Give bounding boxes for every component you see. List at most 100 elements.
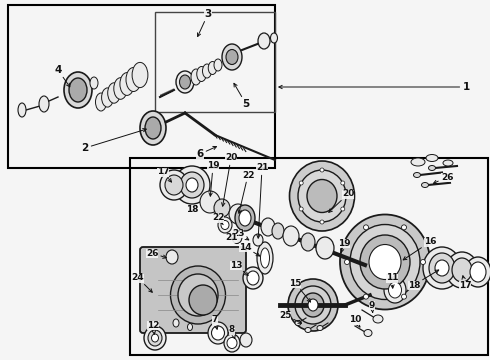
Ellipse shape [401,294,407,299]
Ellipse shape [465,257,490,287]
Ellipse shape [470,262,486,282]
Ellipse shape [202,64,212,78]
Ellipse shape [179,75,191,89]
Ellipse shape [295,320,301,325]
Ellipse shape [341,181,345,185]
Ellipse shape [197,67,206,81]
Ellipse shape [290,161,354,231]
Ellipse shape [39,96,49,112]
Ellipse shape [208,322,228,344]
Bar [155,12,275,112]
Ellipse shape [298,170,346,222]
Text: 14: 14 [239,243,260,256]
FancyBboxPatch shape [140,247,246,333]
Ellipse shape [200,191,220,213]
Ellipse shape [108,83,121,103]
Ellipse shape [261,248,270,268]
Ellipse shape [173,319,179,327]
Ellipse shape [308,299,318,311]
Ellipse shape [373,315,383,323]
Text: 19: 19 [338,238,350,252]
Text: 23: 23 [232,229,249,240]
Ellipse shape [305,328,311,333]
Ellipse shape [191,69,201,85]
Ellipse shape [222,44,242,70]
Ellipse shape [247,271,259,285]
Ellipse shape [295,286,331,324]
Ellipse shape [350,225,420,300]
Ellipse shape [69,78,87,102]
Ellipse shape [320,168,324,172]
Ellipse shape [428,166,436,171]
Ellipse shape [144,326,166,350]
Ellipse shape [224,334,240,352]
Ellipse shape [414,172,420,177]
Ellipse shape [243,267,263,289]
Ellipse shape [443,160,453,166]
Ellipse shape [258,33,270,49]
Ellipse shape [240,333,252,347]
Text: 3: 3 [197,9,212,36]
Text: 6: 6 [196,147,217,159]
Text: 2: 2 [81,129,147,153]
Text: 26: 26 [146,248,166,258]
Text: 19: 19 [207,162,220,196]
Ellipse shape [101,88,113,107]
Ellipse shape [178,274,218,316]
Text: 18: 18 [186,206,198,215]
Ellipse shape [174,166,210,204]
Text: 20: 20 [221,153,237,206]
Ellipse shape [452,258,472,282]
Ellipse shape [316,237,334,259]
Ellipse shape [401,225,407,230]
Ellipse shape [64,72,92,108]
Ellipse shape [180,172,204,198]
Ellipse shape [132,62,148,87]
Ellipse shape [317,325,323,330]
Text: 7: 7 [212,315,218,329]
Text: 21: 21 [256,163,268,238]
Ellipse shape [389,282,401,298]
Ellipse shape [340,215,430,310]
Ellipse shape [384,277,406,303]
Ellipse shape [171,266,225,324]
Bar [8,5,275,168]
Ellipse shape [229,204,247,224]
Text: 26: 26 [434,172,453,184]
Text: 10: 10 [349,315,361,327]
Ellipse shape [435,260,449,276]
Text: 20: 20 [329,189,354,212]
Ellipse shape [226,49,238,64]
Ellipse shape [320,220,324,224]
Text: 1: 1 [279,82,469,92]
Ellipse shape [257,242,273,274]
Ellipse shape [411,158,425,166]
Ellipse shape [288,279,338,331]
Text: 24: 24 [132,274,152,292]
Text: 15: 15 [289,279,311,302]
Ellipse shape [299,181,303,185]
Text: 9: 9 [369,301,375,312]
Ellipse shape [18,103,26,117]
Ellipse shape [364,329,372,337]
Ellipse shape [160,170,188,200]
Ellipse shape [214,59,222,71]
Text: 13: 13 [230,261,248,275]
Ellipse shape [239,210,251,226]
Ellipse shape [283,226,299,246]
Ellipse shape [423,247,461,289]
Ellipse shape [302,293,324,317]
Ellipse shape [140,111,166,145]
Ellipse shape [299,207,303,211]
Ellipse shape [301,233,315,251]
Ellipse shape [429,253,455,283]
Ellipse shape [272,223,284,239]
Text: 25: 25 [279,310,301,323]
Text: 18: 18 [408,270,439,289]
Ellipse shape [221,220,229,230]
Text: 8: 8 [229,325,235,338]
Ellipse shape [126,68,141,91]
Ellipse shape [364,225,368,230]
Ellipse shape [426,154,438,162]
Ellipse shape [420,260,425,265]
